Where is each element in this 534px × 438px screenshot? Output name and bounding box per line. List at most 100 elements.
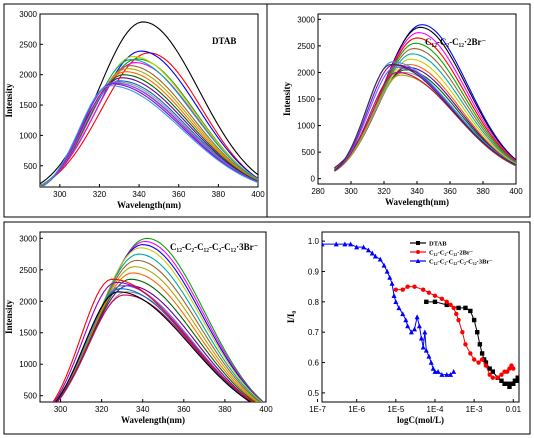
legend-label: DTAB [429,240,447,247]
legend: DTAB C₁₂-C₂-C₁₂·2Br⁻ C₁₂-C₂-C₁₂-C₂-C₁₂·3Br… [410,240,493,265]
bottom-frame [3,221,531,435]
x-tick-label: 1E-5 [387,405,404,414]
data-point [479,351,485,356]
y-tick-label: 1500 [19,101,37,110]
x-tick-label: 340 [136,405,150,414]
x-tick-label: 380 [212,190,226,199]
series-group [334,24,516,172]
data-point [403,317,409,323]
spectrum-line [334,66,516,172]
data-point [405,284,410,289]
x-axis-label: logC(mol/L) [397,415,444,425]
x-tick-label: 1E-3 [466,405,483,414]
y-tick-label: 500 [302,148,316,157]
x-tick-label: 0.01 [505,405,521,414]
data-point [405,323,411,329]
data-point [499,378,504,383]
data-point [444,299,449,305]
series-group [40,21,258,187]
data-point [515,375,519,380]
x-tick-label: 1E-6 [348,405,365,414]
data-point [507,384,512,390]
y-tick-label: 3000 [19,10,37,19]
data-point [451,305,456,311]
y-tick-label: 1000 [19,131,37,140]
y-tick-label: 3000 [297,15,315,24]
data-point [439,371,445,377]
data-point [451,368,457,374]
chart-3: 300 320 340 360 380 400 500 1000 1500 2000 2500 300… [4,231,273,425]
legend-label: C₁₂-C₂-C₁₂-C₂-C₁₂·3Br⁻ [429,258,493,265]
x-tick-label: 300 [53,190,67,199]
data-point [412,326,418,332]
spectrum-line [40,58,258,187]
data-point [476,360,481,365]
chart-4: 1E-7 1E-6 1E-5 1E-4 1E-3 0.01 0.5 0.6 0.7 0.8 0.9 1… [286,231,522,425]
spectrum-line [40,80,258,187]
x-tick-label: 380 [476,187,490,196]
data-point [463,342,468,347]
data-point [348,241,354,247]
data-point [416,250,420,254]
x-tick-label: 400 [259,405,273,414]
x-axis-label: Wavelength(nm) [121,415,185,425]
data-point [435,368,441,374]
data-point [342,241,348,247]
x-tick-label: 340 [132,190,146,199]
spectrum-line [55,288,253,402]
data-point [495,375,500,380]
data-point [412,284,417,289]
plot-area [321,231,520,403]
y-tick-label: 0.6 [308,359,320,368]
x-tick-label: 1E-4 [427,405,444,414]
y-axis-label: Intensity [4,83,14,118]
data-point [432,293,438,298]
data-point [424,299,429,305]
data-point [505,369,510,374]
spectrum-line [54,266,259,402]
spectrum-line [56,291,253,402]
x-tick-label: 400 [509,187,523,196]
x-tick-label: 400 [251,190,265,199]
data-point [475,329,480,335]
y-tick-label: 2500 [297,42,315,51]
data-point [483,363,489,368]
data-point [479,357,485,362]
y-axis-label: Intensity [4,300,14,335]
spectrum-line [334,53,516,171]
data-point [471,317,477,323]
chart-title: DTAB [212,36,236,46]
data-point [444,302,449,308]
data-point [490,375,496,380]
chart-2: 280 300 320 340 360 380 400 0 500 1000 1500 2000 250… [282,13,523,207]
x-tick-label: 360 [443,187,457,196]
data-point [444,371,450,377]
plot-area [39,231,267,403]
data-point [369,250,375,256]
spectrum-line [40,77,258,187]
spectrum-line [54,259,261,402]
data-point [511,381,516,386]
y-tick-label: 2000 [19,297,37,306]
spectrum-line [55,291,252,402]
y-axis-label: I/I₀ [286,311,296,324]
x-tick-label: 320 [377,187,391,196]
legend-label: C₁₂-C₂-C₁₂·2Br⁻ [429,249,473,256]
data-point [416,241,420,245]
chart-title: C₁₂-C₂-C₁₂·2Br⁻ [425,37,486,47]
data-point [505,381,510,386]
y-tick-label: 500 [24,162,38,171]
data-point [490,369,496,374]
data-point [511,366,516,371]
data-point [361,244,367,250]
data-point [430,365,436,371]
y-tick-label: 2000 [19,71,37,80]
spectrum-line [334,66,516,172]
data-point [354,244,360,250]
x-tick-label: 320 [95,405,109,414]
data-point [416,323,422,329]
spectrum-line [40,71,258,187]
data-point [439,296,445,301]
y-axis-label: Intensity [282,82,292,117]
x-axis-label: Wavelength(nm) [117,200,181,210]
